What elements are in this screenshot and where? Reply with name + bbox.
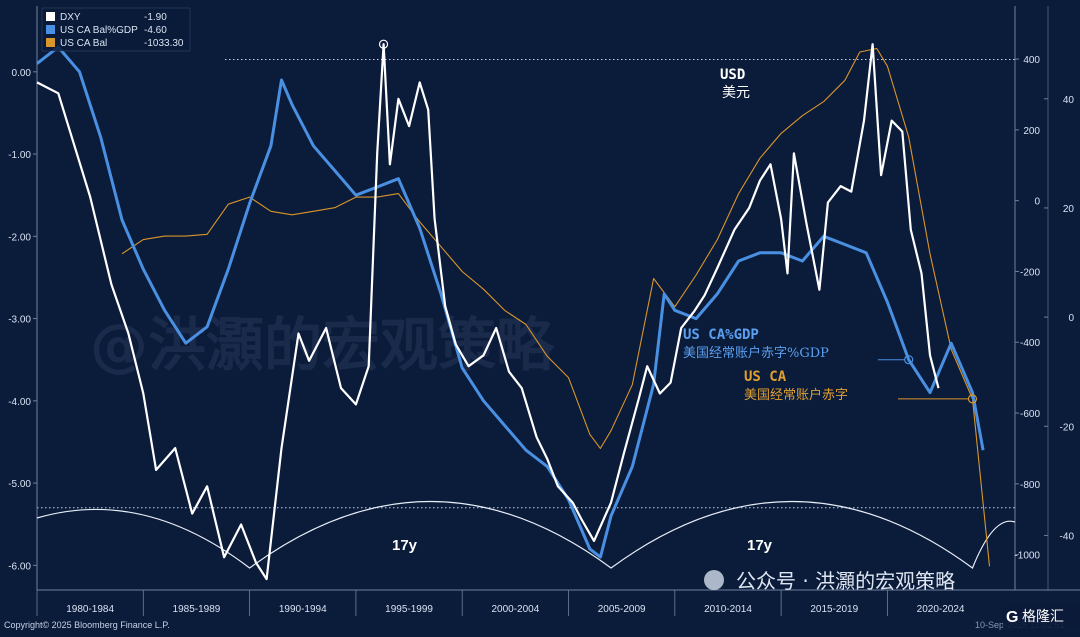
series-layer — [36, 43, 991, 581]
x-tick-label: 2015-2019 — [810, 604, 858, 615]
cycle-arc-path — [36, 501, 1016, 569]
marker-layer — [378, 39, 978, 404]
legend-value-ca-bal: -1033.30 — [144, 38, 184, 49]
legend-swatch-dxy — [46, 12, 55, 21]
left-tick-label: -4.00 — [8, 397, 31, 408]
left-tick-label: -1.00 — [8, 150, 31, 161]
x-tick-label: 1985-1989 — [173, 604, 221, 615]
logo: 格隆汇 — [1022, 609, 1064, 625]
x-tick-label: 1980-1984 — [66, 604, 114, 615]
ca-gdp-cn-label: 美国经常账户赤字%GDP — [683, 345, 829, 361]
legend-name-ca-bal: US CA Bal — [60, 38, 107, 49]
ca-cn-label: 美国经常账户赤字 — [744, 387, 848, 403]
right-inner-tick-label: -20 — [1060, 422, 1075, 433]
copyright: Copyright© 2025 Bloomberg Finance L.P. — [4, 620, 170, 630]
legend-box — [41, 7, 191, 52]
x-tick-label: 2010-2014 — [704, 604, 752, 615]
right-inner-tick-label: 20 — [1063, 204, 1075, 215]
left-tick-label: -5.00 — [8, 479, 31, 490]
right-outer-tick-label: -800 — [1020, 480, 1040, 491]
left-tick-label: -2.00 — [8, 232, 31, 243]
right-inner-tick-label: 0 — [1068, 313, 1074, 324]
watermark: @洪灝的宏观策略 — [90, 311, 555, 379]
right-inner-tick-label: 40 — [1063, 95, 1075, 106]
left-tick-label: -6.00 — [8, 561, 31, 572]
cycle-label-2: 17y — [747, 537, 773, 554]
cycle-label-1: 17y — [392, 537, 418, 554]
wechat-tag: 公众号 · 洪灝的宏观策略 — [736, 569, 955, 593]
logo-icon: G — [1006, 609, 1018, 626]
cycle-arcs — [36, 501, 1016, 569]
x-tick-label: 1995-1999 — [385, 604, 433, 615]
right-inner-tick-label: -40 — [1060, 531, 1075, 542]
right-outer-tick-label: 0 — [1034, 197, 1040, 208]
left-tick-label: 0.00 — [12, 68, 32, 79]
right-outer-tick-label: 400 — [1023, 55, 1040, 66]
series-line-dxy — [36, 43, 940, 581]
right-outer-tick-label: -200 — [1020, 267, 1040, 278]
legend-value-dxy: -1.90 — [144, 12, 167, 23]
right-outer-tick-label: -1000 — [1014, 551, 1040, 562]
x-tick-label: 2020-2024 — [917, 604, 965, 615]
usd-cn-label: 美元 — [722, 85, 750, 101]
legend-swatch-ca-gdp — [46, 25, 55, 34]
x-tick-label: 2005-2009 — [598, 604, 646, 615]
grid-layer — [37, 58, 1015, 509]
x-tick-label: 2000-2004 — [491, 604, 539, 615]
legend-name-ca-gdp: US CA Bal%GDP — [60, 25, 138, 36]
legend-name-dxy: DXY — [60, 12, 81, 23]
right-outer-tick-label: -400 — [1020, 338, 1040, 349]
x-tick-label: 1990-1994 — [279, 604, 327, 615]
right-outer-tick-label: 200 — [1023, 126, 1040, 137]
wechat-icon — [704, 570, 724, 590]
series-line-ca-bal — [121, 47, 991, 567]
logo-badge — [1003, 604, 1080, 628]
axis-layer: 0.00-1.00-2.00-3.00-4.00-5.00-6.00400200… — [8, 6, 1080, 616]
legend-swatch-ca-bal — [46, 38, 55, 47]
legend-value-ca-gdp: -4.60 — [144, 25, 167, 36]
usd-label: USD — [720, 67, 745, 83]
dxy-peak-marker — [378, 39, 389, 49]
left-tick-label: -3.00 — [8, 315, 31, 326]
ca-gdp-label: US CA%GDP — [683, 327, 759, 343]
ca-label: US CA — [744, 369, 787, 385]
right-outer-tick-label: -600 — [1020, 409, 1040, 420]
